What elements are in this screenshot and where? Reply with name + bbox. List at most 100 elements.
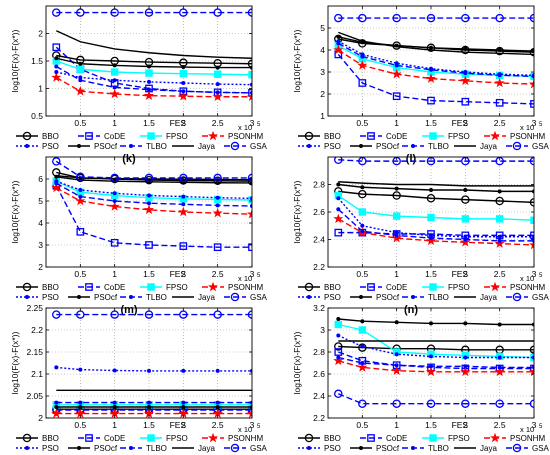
data-point-tlbo [112, 85, 117, 90]
y-tick-label: 2 [38, 413, 43, 423]
x-tick-label: 3 [532, 118, 537, 128]
legend-marker [230, 292, 240, 302]
legend-entry-pso: PSO [298, 444, 341, 453]
data-point-psocf [360, 185, 365, 190]
data-point-pso [250, 368, 252, 373]
x-tick-label: 2.5 [494, 420, 506, 430]
data-point-psonhm [109, 201, 120, 211]
data-point-bbo [461, 45, 470, 55]
legend-marker [22, 433, 32, 443]
data-point-tlbo [78, 400, 83, 405]
legend-entry-gsa: GSA [224, 443, 268, 453]
data-point-gsa [213, 173, 222, 183]
data-point-psocf [360, 319, 365, 324]
data-point-tlbo [394, 363, 399, 368]
data-point-pso [215, 368, 220, 373]
x-multiplier-exponent: 5 [257, 424, 261, 430]
data-point-bbo [426, 193, 436, 203]
legend-marker [25, 446, 29, 450]
data-point-code [358, 79, 367, 87]
data-point-code [334, 228, 343, 237]
data-point-tlbo [215, 400, 220, 405]
y-tick-label: 2.8 [313, 180, 325, 190]
y-tick-label: 2.6 [313, 369, 325, 379]
data-point-code [213, 243, 222, 252]
y-tick-label: 2.4 [313, 391, 325, 401]
legend-label: PSO [42, 293, 59, 302]
legend-entry-psonhm: PSONHM [202, 281, 263, 292]
legend: BBO CoDE FPSO PSONHM PSO PSOcf TLBO Jaya GSA [16, 130, 268, 151]
x-tick-label: 2.5 [212, 269, 224, 279]
data-point-tlbo [429, 236, 433, 241]
legend-entry-psonhm: PSONHM [484, 281, 545, 292]
legend-entry-tlbo: TLBO [402, 142, 449, 151]
panel-caption: (l) [406, 153, 417, 165]
x-axis-label: FES [452, 118, 469, 128]
data-point-psocf [78, 405, 83, 409]
data-point-bbo [495, 196, 504, 206]
series-line-bbo [56, 54, 252, 65]
legend-entry-gsa: GSA [506, 141, 550, 151]
x-multiplier-exponent: 5 [539, 424, 543, 430]
data-point-psocf [336, 317, 341, 321]
legend-entry-bbo: BBO [298, 433, 341, 443]
legend-label: PSONHM [228, 434, 263, 443]
legend-entry-tlbo: TLBO [402, 293, 449, 302]
x-tick-label: 1.5 [143, 269, 155, 279]
data-point-bbo [529, 47, 534, 57]
x-tick-label: 2.5 [212, 420, 224, 430]
data-point-tlbo [336, 207, 341, 212]
legend-entry-gsa: GSA [506, 443, 550, 453]
x-tick-label: 2 [181, 269, 186, 279]
data-point-tlbo [394, 63, 399, 68]
data-point-tlbo [497, 73, 502, 78]
y-tick-label: 0.5 [31, 111, 43, 121]
data-point-tlbo [429, 67, 433, 72]
data-point-gsa [392, 13, 401, 23]
x-tick-label: 1 [394, 420, 399, 430]
legend-entry-fpso: FPSO [422, 283, 470, 292]
data-point-pso [147, 368, 151, 373]
chart-panel-o: 0.5 1 1.5 2 2.5 3 2 2.05 2.1 2.15 2.2 2.25 FES x 10 5 l… [10, 303, 268, 453]
data-point-pso [112, 191, 117, 196]
data-point-gsa [426, 13, 436, 23]
series-line-psonhm [338, 360, 534, 373]
data-point-psocf [181, 65, 186, 70]
legend-entry-fpso: FPSO [140, 434, 188, 443]
x-multiplier: x 10 [520, 425, 534, 434]
data-point-code [427, 96, 435, 105]
data-point-psonhm [75, 85, 86, 96]
legend-label: FPSO [448, 283, 470, 292]
x-multiplier: x 10 [238, 123, 252, 132]
data-point-tlbo [394, 233, 399, 238]
legend-label: PSONHM [510, 283, 545, 292]
x-tick-label: 2.5 [494, 118, 506, 128]
legend-entry-jaya: Jaya [172, 444, 215, 453]
legend-label: PSO [324, 444, 341, 453]
legend-entry-psocf: PSOcf [350, 293, 400, 302]
legend-entry-code: CoDE [78, 132, 125, 141]
legend-marker [207, 432, 219, 443]
data-point-pso [54, 70, 59, 74]
data-point-gsa [461, 399, 470, 408]
y-axis-label: log10(F(x)-F(x*)) [292, 29, 302, 92]
series-line-gsa [55, 160, 252, 179]
data-point-tlbo [54, 64, 59, 69]
x-axis-label: FES [170, 269, 187, 279]
legend-label: GSA [532, 444, 550, 453]
x-tick-label: 1 [394, 269, 399, 279]
x-tick-label: 0.5 [74, 269, 86, 279]
legend-label: CoDE [386, 434, 407, 443]
legend-entry-pso: PSO [16, 444, 59, 453]
legend-label: PSOcf [94, 293, 118, 302]
data-point-gsa [529, 157, 534, 166]
data-point-pso [78, 188, 83, 192]
legend-marker [307, 446, 311, 450]
data-point-fpso [248, 401, 252, 409]
data-point-tlbo [360, 54, 365, 59]
data-point-gsa [52, 8, 61, 17]
x-axis-label: FES [170, 118, 187, 128]
data-point-pso [497, 234, 502, 239]
x-multiplier: x 10 [238, 425, 252, 434]
data-point-pso [429, 354, 433, 359]
